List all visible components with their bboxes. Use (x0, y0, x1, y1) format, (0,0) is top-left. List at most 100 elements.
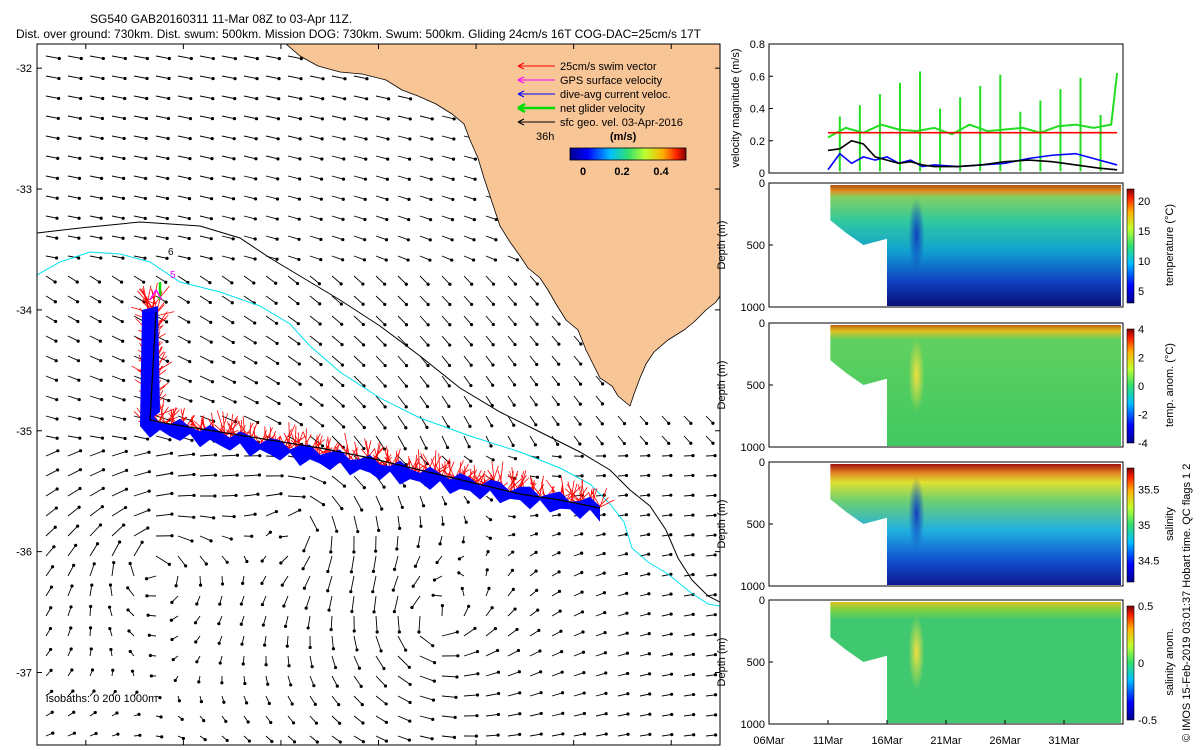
geo-velocity-arrow (529, 415, 537, 426)
geo-velocity-arrow-head (56, 116, 60, 121)
geo-velocity-arrow-head (71, 689, 75, 693)
geo-velocity-arrow-head (669, 672, 674, 676)
geo-velocity-arrow-head (135, 690, 139, 694)
geo-velocity-arrow-head (125, 468, 129, 473)
geo-velocity-arrow (111, 115, 125, 119)
geo-velocity-arrow (199, 255, 212, 260)
geo-velocity-arrow-head (431, 698, 436, 702)
geo-velocity-arrow-head (342, 137, 346, 141)
geo-velocity-arrow (507, 395, 515, 406)
geo-velocity-arrow-head (647, 454, 651, 458)
geo-velocity-arrow (463, 195, 475, 200)
geo-velocity-arrow (177, 335, 190, 343)
geo-velocity-arrow-head (406, 238, 410, 242)
geo-velocity-arrow (287, 495, 304, 498)
geo-velocity-arrow (221, 395, 236, 403)
geo-velocity-arrow (309, 715, 317, 724)
geo-velocity-arrow (177, 355, 190, 362)
geo-velocity-arrow (309, 355, 322, 365)
geo-velocity-arrow-head (713, 613, 717, 617)
geo-velocity-arrow (309, 515, 318, 531)
geo-velocity-arrow-head (691, 453, 695, 458)
geo-velocity-arrow (45, 55, 60, 59)
geo-velocity-arrow-head (89, 604, 93, 609)
geo-velocity-arrow-head (580, 532, 584, 536)
geo-velocity-arrow-head (128, 649, 132, 654)
geo-velocity-arrow-head (539, 670, 543, 674)
geo-velocity-arrow-head (691, 672, 696, 677)
geo-velocity-arrow (529, 395, 537, 405)
geo-velocity-arrow-head (122, 417, 127, 421)
geo-velocity-arrow (221, 474, 238, 477)
geo-velocity-arrow-head (713, 573, 717, 577)
geo-velocity-arrow (243, 195, 256, 200)
geo-velocity-arrow (177, 535, 193, 542)
geo-velocity-arrow-head (410, 605, 414, 610)
geo-velocity-arrow-head (669, 632, 673, 636)
geo-velocity-arrow-head (78, 156, 82, 160)
geo-velocity-arrow (287, 95, 301, 100)
geo-velocity-arrow-head (69, 647, 73, 651)
geo-velocity-arrow (353, 115, 367, 120)
geo-velocity-arrow (353, 175, 366, 180)
geo-velocity-arrow (551, 415, 559, 425)
geo-velocity-arrow-head (276, 381, 280, 386)
geo-velocity-arrow-head (189, 76, 193, 81)
geo-velocity-arrow-head (297, 217, 301, 221)
geo-velocity-arrow-head (407, 665, 411, 669)
geo-velocity-arrow-head (513, 342, 517, 347)
geo-velocity-arrow-head (186, 280, 190, 285)
geo-velocity-arrow-head (123, 505, 128, 510)
geo-velocity-arrow-head (560, 670, 564, 674)
geo-velocity-arrow (573, 651, 584, 657)
geo-velocity-arrow (375, 215, 387, 220)
geo-velocity-arrow-head (232, 380, 237, 384)
geo-velocity-arrow-head (279, 561, 283, 565)
geo-velocity-arrow (243, 315, 255, 324)
geo-velocity-arrow-head (469, 383, 473, 388)
geo-velocity-arrow-head (275, 257, 279, 261)
geo-velocity-arrow-head (192, 515, 196, 519)
geo-velocity-arrow (45, 355, 57, 362)
geo-velocity-arrow-head (210, 117, 215, 121)
geo-velocity-arrow (133, 295, 145, 303)
colorbar-tick-label: 2 (1138, 353, 1144, 365)
geo-velocity-arrow (287, 415, 302, 425)
geo-velocity-arrow (45, 315, 56, 322)
geo-velocity-arrow-head (385, 197, 389, 201)
geo-velocity-arrow (397, 115, 411, 120)
geo-velocity-arrow-head (274, 321, 279, 325)
geo-velocity-arrow-head (435, 560, 439, 565)
geo-velocity-arrow-head (713, 633, 717, 637)
geo-velocity-arrow-head (580, 590, 584, 594)
geo-velocity-arrow-head (626, 671, 630, 676)
swim-vector (386, 446, 391, 468)
geo-velocity-arrow-head (144, 577, 149, 581)
legend-item-gps: GPS surface velocity (517, 75, 663, 87)
geo-velocity-arrow-head (379, 649, 383, 653)
geo-velocity-arrow (45, 375, 57, 381)
geo-velocity-arrow-head (165, 196, 170, 201)
legend-label-dac: dive-avg current veloc. (560, 89, 671, 101)
swim-vector (599, 499, 615, 508)
geo-velocity-arrow-head (78, 449, 83, 453)
geo-velocity-arrow-head (189, 399, 193, 403)
colorbar-tick-label: 5 (1138, 286, 1144, 298)
geo-velocity-arrow-head (165, 256, 169, 260)
geo-velocity-arrow-head (384, 238, 389, 242)
legend-label-net: net glider velocity (560, 103, 645, 115)
geo-velocity-arrow (507, 275, 516, 285)
geo-velocity-arrow (89, 435, 103, 439)
geo-velocity-arrow-head (582, 711, 586, 716)
geo-velocity-arrow (331, 335, 343, 345)
geo-velocity-arrow (375, 95, 389, 100)
geo-velocity-arrow-head (70, 584, 74, 588)
geo-velocity-arrow-head (513, 457, 518, 461)
geo-velocity-arrow (331, 395, 344, 407)
geo-velocity-arrow-head (231, 257, 235, 261)
geo-velocity-arrow (419, 275, 429, 285)
geo-velocity-arrow-head (535, 475, 540, 479)
geo-velocity-arrow (155, 115, 169, 119)
geo-velocity-arrow-head (647, 592, 651, 596)
geo-velocity-arrow (507, 671, 520, 677)
